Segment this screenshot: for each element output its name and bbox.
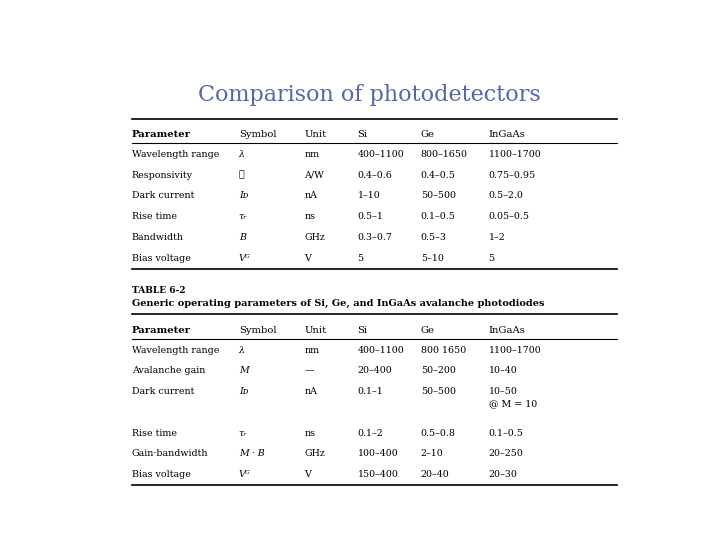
Text: InGaAs: InGaAs [489,130,526,139]
Text: InGaAs: InGaAs [489,326,526,335]
Text: Vᴳ: Vᴳ [238,254,251,263]
Text: 0.1–0.5: 0.1–0.5 [420,212,456,221]
Text: Unit: Unit [304,130,326,139]
Text: 0.1–0.5: 0.1–0.5 [489,429,523,438]
Text: 20–40: 20–40 [420,470,449,480]
Text: 800 1650: 800 1650 [420,346,466,355]
Text: nm: nm [304,150,319,159]
Text: 0.75–0.95: 0.75–0.95 [489,171,536,180]
Text: Avalanche gain: Avalanche gain [132,366,205,375]
Text: Si: Si [358,130,368,139]
Text: Unit: Unit [304,326,326,335]
Text: 800–1650: 800–1650 [420,150,468,159]
Text: 5–10: 5–10 [420,254,444,263]
Text: Dark current: Dark current [132,387,194,396]
Text: λ: λ [238,346,245,355]
Text: Si: Si [358,326,368,335]
Text: λ: λ [238,150,245,159]
Text: 50–200: 50–200 [420,366,456,375]
Text: 150–400: 150–400 [358,470,398,480]
Text: 20–250: 20–250 [489,449,523,458]
Text: 0.05–0.5: 0.05–0.5 [489,212,530,221]
Text: 50–500: 50–500 [420,387,456,396]
Text: Rise time: Rise time [132,429,177,438]
Text: Dark current: Dark current [132,192,194,200]
Text: Gain·bandwidth: Gain·bandwidth [132,449,208,458]
Text: V: V [304,470,311,480]
Text: Bias voltage: Bias voltage [132,470,191,480]
Text: Symbol: Symbol [238,326,276,335]
Text: Bias voltage: Bias voltage [132,254,191,263]
Text: 0.4–0.6: 0.4–0.6 [358,171,392,180]
Text: Generic operating parameters of Si, Ge, and InGaAs avalanche photodiodes: Generic operating parameters of Si, Ge, … [132,299,544,308]
Text: M · B: M · B [238,449,264,458]
Text: ns: ns [304,212,315,221]
Text: Ge: Ge [420,326,435,335]
Text: nA: nA [304,387,318,396]
Text: Wavelength range: Wavelength range [132,346,219,355]
Text: @ M = 10: @ M = 10 [489,400,537,409]
Text: 0.1–1: 0.1–1 [358,387,383,396]
Text: τᵣ: τᵣ [238,429,247,438]
Text: —: — [304,366,314,375]
Text: B: B [238,233,246,242]
Text: 20–30: 20–30 [489,470,518,480]
Text: Wavelength range: Wavelength range [132,150,219,159]
Text: 0.4–0.5: 0.4–0.5 [420,171,456,180]
Text: M: M [238,366,248,375]
Text: 2–10: 2–10 [420,449,444,458]
Text: V: V [304,254,311,263]
Text: Bandwidth: Bandwidth [132,233,184,242]
Text: Iᴅ: Iᴅ [238,192,248,200]
Text: nA: nA [304,192,318,200]
Text: 0.1–2: 0.1–2 [358,429,383,438]
Text: GHz: GHz [304,449,325,458]
Text: 5: 5 [489,254,495,263]
Text: Vᴳ: Vᴳ [238,470,251,480]
Text: 1100–1700: 1100–1700 [489,346,541,355]
Text: ns: ns [304,429,315,438]
Text: nm: nm [304,346,319,355]
Text: Iᴅ: Iᴅ [238,387,248,396]
Text: Parameter: Parameter [132,326,191,335]
Text: 0.5–0.8: 0.5–0.8 [420,429,456,438]
Text: 20–400: 20–400 [358,366,392,375]
Text: 1–2: 1–2 [489,233,505,242]
Text: 100–400: 100–400 [358,449,398,458]
Text: 1–10: 1–10 [358,192,380,200]
Text: 400–1100: 400–1100 [358,150,405,159]
Text: 0.3–0.7: 0.3–0.7 [358,233,392,242]
Text: Parameter: Parameter [132,130,191,139]
Text: Rise time: Rise time [132,212,177,221]
Text: 400–1100: 400–1100 [358,346,405,355]
Text: TABLE 6-2: TABLE 6-2 [132,286,186,295]
Text: 10–40: 10–40 [489,366,518,375]
Text: 1100–1700: 1100–1700 [489,150,541,159]
Text: 0.5–3: 0.5–3 [420,233,446,242]
Text: GHz: GHz [304,233,325,242]
Text: τᵣ: τᵣ [238,212,247,221]
Text: 0.5–1: 0.5–1 [358,212,384,221]
Text: 50–500: 50–500 [420,192,456,200]
Text: A/W: A/W [304,171,324,180]
Text: ℛ: ℛ [238,171,244,180]
Text: 0.5–2.0: 0.5–2.0 [489,192,523,200]
Text: 5: 5 [358,254,364,263]
Text: Comparison of photodetectors: Comparison of photodetectors [197,84,541,105]
Text: Symbol: Symbol [238,130,276,139]
Text: 10–50: 10–50 [489,387,518,396]
Text: Responsivity: Responsivity [132,171,193,180]
Text: Ge: Ge [420,130,435,139]
